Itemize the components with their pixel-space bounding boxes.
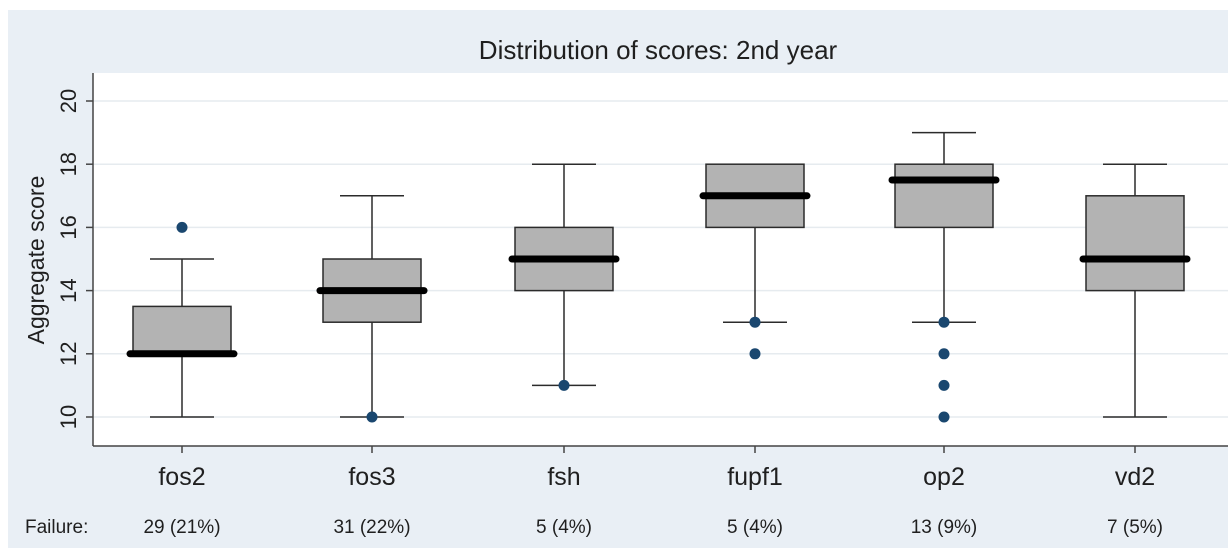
plot-area	[93, 73, 1228, 446]
failure-value: 13 (9%)	[911, 517, 978, 538]
failure-value: 7 (5%)	[1107, 517, 1163, 538]
x-tick-label: op2	[923, 463, 965, 491]
outlier-point	[366, 411, 378, 423]
y-tick-label: 10	[56, 405, 81, 429]
x-tick-label: fsh	[547, 463, 580, 491]
failure-values: 29 (21%) 31 (22%) 5 (4%) 5 (4%) 13 (9%) 7 (5%…	[143, 517, 1163, 538]
outlier-point	[938, 316, 950, 328]
y-tick-label: 20	[56, 89, 81, 113]
iqr-box	[1085, 195, 1185, 292]
y-tick-label: 18	[56, 152, 81, 176]
box-fos2	[126, 221, 238, 418]
x-tick-labels: fos2 fos3 fsh fupf1 op2 vd2	[158, 446, 1155, 491]
chart-title: Distribution of scores: 2nd year	[479, 35, 838, 65]
axes: 10 12 14 16 18 20	[56, 73, 1228, 447]
outlier-point	[558, 379, 570, 391]
outlier-point	[176, 221, 188, 233]
box-fupf1	[699, 163, 811, 360]
failure-row-label: Failure:	[25, 517, 88, 538]
iqr-box	[894, 163, 994, 229]
outlier-point	[938, 348, 950, 360]
failure-value: 5 (4%)	[727, 517, 783, 538]
outlier-point	[938, 411, 950, 423]
y-tick-label: 12	[56, 342, 81, 366]
box-fsh	[508, 163, 620, 391]
box-op2	[888, 131, 1000, 423]
box-fos3	[316, 195, 428, 423]
outlier-point	[749, 316, 761, 328]
failure-value: 5 (4%)	[536, 517, 592, 538]
boxes	[126, 131, 1191, 423]
failure-value: 29 (21%)	[143, 517, 220, 538]
iqr-box	[132, 305, 232, 355]
x-tick-label: fos3	[348, 463, 395, 491]
outlier-point	[938, 379, 950, 391]
y-axis-label: Aggregate score	[23, 176, 49, 345]
outlier-point	[749, 348, 761, 360]
y-tick-label: 14	[56, 278, 81, 302]
failure-value: 31 (22%)	[333, 517, 410, 538]
grid-lines	[93, 100, 1228, 418]
x-tick-label: fupf1	[727, 463, 783, 491]
box-vd2	[1079, 163, 1191, 418]
x-tick-label: vd2	[1115, 463, 1155, 491]
x-tick-label: fos2	[158, 463, 205, 491]
y-tick-label: 16	[56, 215, 81, 239]
